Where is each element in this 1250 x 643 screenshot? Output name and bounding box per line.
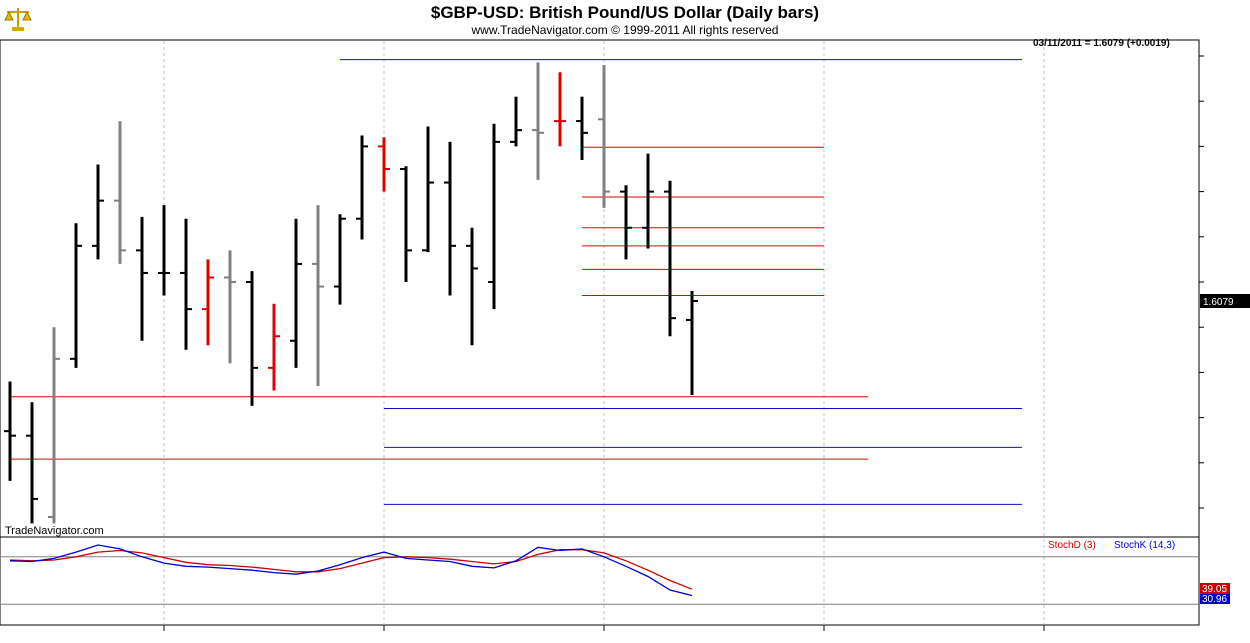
ohlc-bar bbox=[378, 137, 390, 192]
ohlc-bar bbox=[158, 205, 170, 296]
ohlc-bar bbox=[422, 126, 434, 253]
ohlc-bar bbox=[686, 291, 698, 395]
ohlc-bar bbox=[48, 327, 60, 524]
ohlc-bar bbox=[664, 180, 676, 337]
chart-title: $GBP-USD: British Pound/US Dollar (Daily… bbox=[431, 3, 819, 22]
stoch-d-legend: StochD (3) bbox=[1048, 540, 1096, 551]
ohlc-bar bbox=[620, 185, 632, 260]
ohlc-bar bbox=[70, 223, 82, 368]
stoch-series-line bbox=[9, 549, 693, 590]
last-price-label: 1.6079 bbox=[1203, 297, 1234, 308]
stoch-k-value-tag bbox=[1200, 594, 1230, 604]
ohlc-bar bbox=[466, 227, 478, 346]
ohlc-bar bbox=[312, 205, 324, 386]
ohlc-bar bbox=[180, 218, 192, 350]
ohlc-bars bbox=[4, 62, 698, 524]
ohlc-bar bbox=[224, 250, 236, 364]
watermark: TradeNavigator.com bbox=[5, 525, 104, 537]
stoch-k-value: 30.96 bbox=[1202, 594, 1227, 605]
ohlc-bar bbox=[92, 164, 104, 260]
ohlc-bar bbox=[136, 216, 148, 341]
stoch-d-value-tag bbox=[1200, 583, 1230, 594]
stochastic-indicator bbox=[0, 544, 1199, 605]
ohlc-bar bbox=[114, 121, 126, 264]
ohlc-bar bbox=[356, 135, 368, 240]
ohlc-bar bbox=[532, 62, 544, 180]
chart-subtitle: www.TradeNavigator.com © 1999-2011 All r… bbox=[471, 23, 779, 37]
stoch-k-legend: StochK (14,3) bbox=[1114, 540, 1175, 551]
ohlc-bar bbox=[4, 381, 16, 481]
ohlc-bar bbox=[444, 141, 456, 296]
ohlc-bar bbox=[246, 271, 258, 406]
gold-scales-icon bbox=[4, 4, 32, 31]
ohlc-bar bbox=[268, 303, 280, 391]
stoch-series-line bbox=[9, 544, 693, 597]
ohlc-bar bbox=[554, 72, 566, 147]
ohlc-bar bbox=[510, 96, 522, 147]
ohlc-bar bbox=[598, 65, 610, 208]
last-price-tag bbox=[1200, 294, 1250, 308]
ohlc-bar bbox=[334, 214, 346, 305]
level-lines bbox=[10, 59, 1022, 505]
stoch-d-value: 39.05 bbox=[1202, 584, 1227, 595]
ohlc-bar bbox=[576, 96, 588, 160]
ohlc-bar bbox=[290, 218, 302, 368]
price-readout: 03/11/2011 = 1.6079 (+0.0019) bbox=[1033, 38, 1170, 49]
stoch-panel bbox=[0, 536, 1200, 626]
price-axis bbox=[1199, 55, 1204, 509]
ohlc-bar bbox=[642, 153, 654, 249]
ohlc-bar bbox=[202, 259, 214, 346]
ohlc-bar bbox=[400, 166, 412, 282]
date-axis bbox=[163, 625, 1045, 631]
ohlc-bar bbox=[26, 402, 38, 524]
price-panel bbox=[0, 39, 1200, 538]
ohlc-bar bbox=[488, 123, 500, 310]
